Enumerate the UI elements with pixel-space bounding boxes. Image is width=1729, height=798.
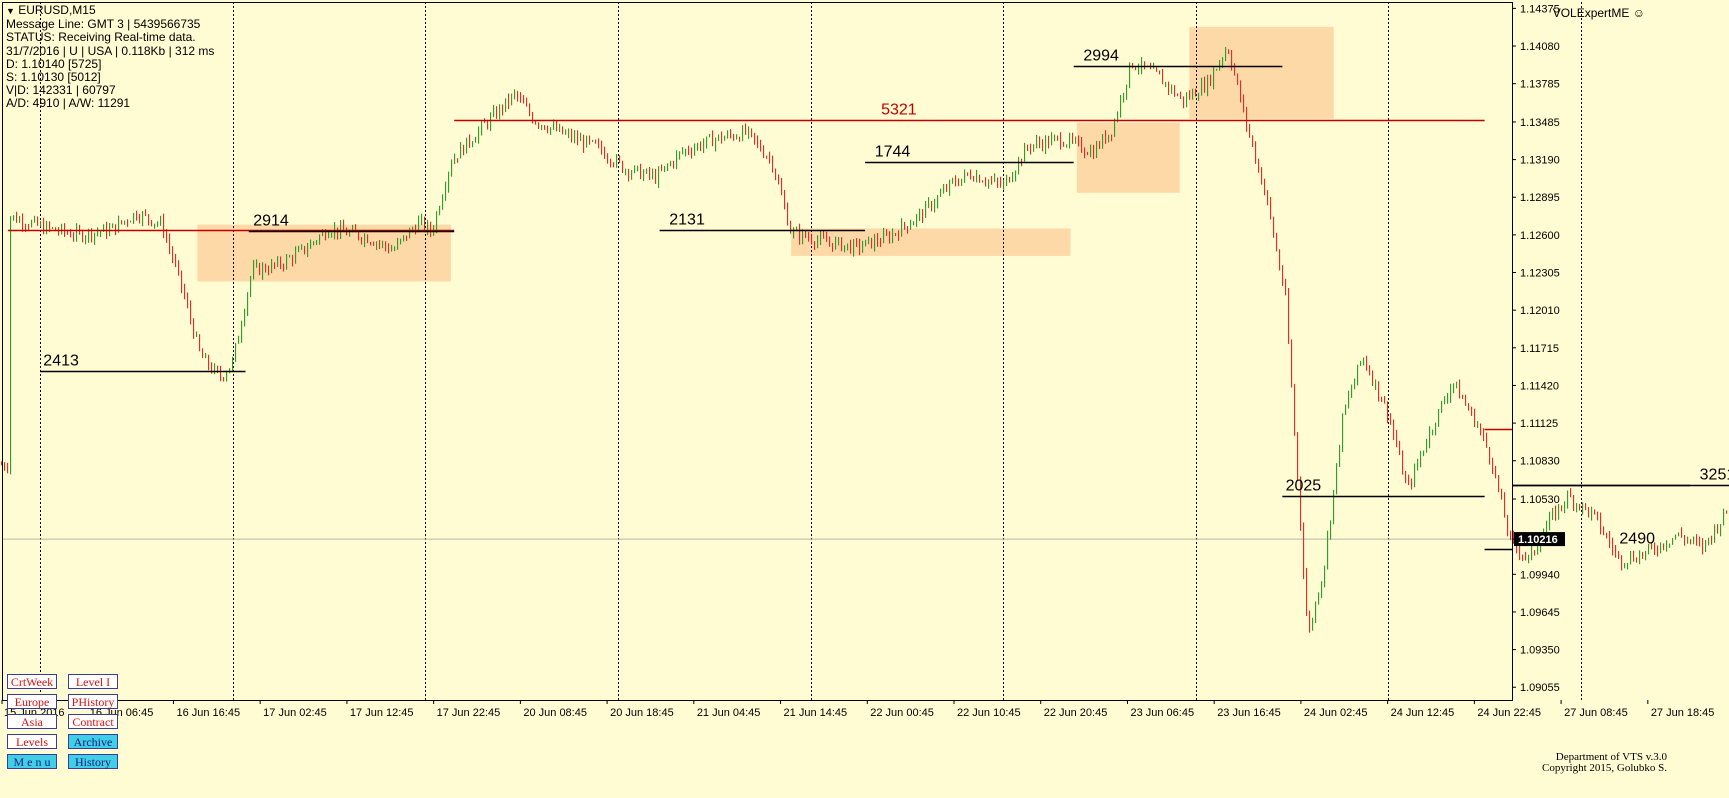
- x-tick-label: 22 Jun 10:45: [957, 707, 1021, 719]
- current-price-label: 1.10216: [1518, 534, 1558, 546]
- y-tick-label: 1.10530: [1520, 494, 1560, 506]
- axes-layer: 1.14375 1.14080 1.13785 1.13485 1.13190 1.128…: [1, 2, 1715, 719]
- connection-line: 31/7/2016 | U | USA | 0.118Kb | 312 ms: [6, 43, 215, 58]
- x-tick-label: 20 Jun 08:45: [523, 707, 587, 719]
- x-tick-label: 17 Jun 02:45: [263, 707, 327, 719]
- x-tick-label: 27 Jun 08:45: [1564, 707, 1628, 719]
- footer-credits: Department of VTS v.3.0 Copyright 2015, …: [1542, 752, 1667, 774]
- level-volume-label: 2131: [669, 212, 705, 229]
- x-tick-label: 27 Jun 18:45: [1651, 707, 1715, 719]
- y-tick-label: 1.12305: [1520, 268, 1560, 280]
- archive-button[interactable]: Archive: [68, 734, 118, 749]
- y-tick-label: 1.12600: [1520, 230, 1560, 242]
- zones-layer: [197, 26, 1334, 282]
- level-volume-label: 2025: [1286, 478, 1322, 495]
- y-tick-label: 1.10830: [1520, 456, 1560, 468]
- x-tick-label: 23 Jun 16:45: [1217, 707, 1281, 719]
- y-tick-label: 1.14375: [1520, 3, 1560, 15]
- level-zone: [197, 224, 451, 282]
- triangle-down-icon[interactable]: ▼: [6, 6, 15, 16]
- level-zone: [791, 228, 1071, 256]
- message-line: Message Line: GMT 3 | 5439566735: [6, 17, 201, 32]
- status-line: STATUS: Receiving Real-time data.: [6, 30, 196, 45]
- x-tick-label: 16 Jun 16:45: [176, 707, 240, 719]
- level-volume-label: 2914: [253, 213, 289, 230]
- x-tick-label: 21 Jun 04:45: [697, 707, 761, 719]
- menu-button[interactable]: M e n u: [7, 754, 57, 769]
- europe-button[interactable]: Europe: [7, 694, 57, 709]
- x-tick-label: 24 Jun 12:45: [1391, 707, 1455, 719]
- history-button[interactable]: History: [68, 754, 118, 769]
- crtweek-button[interactable]: CrtWeek: [7, 674, 57, 689]
- level-volume-label: 1744: [875, 144, 911, 161]
- y-tick-label: 1.13785: [1520, 79, 1560, 91]
- y-tick-label: 1.09055: [1520, 682, 1560, 694]
- current-price-box: [1514, 532, 1565, 547]
- y-tick-label: 1.13485: [1520, 117, 1560, 129]
- y-tick-label: 1.09645: [1520, 607, 1560, 619]
- x-tick-label: 17 Jun 12:45: [350, 707, 414, 719]
- y-tick-label: 1.13190: [1520, 155, 1560, 167]
- asia-button[interactable]: Asia: [7, 714, 57, 729]
- phistory-button[interactable]: PHistory: [68, 694, 118, 709]
- expert-name: VOLExpertME: [1552, 6, 1630, 20]
- contract-button[interactable]: Contract: [68, 714, 118, 729]
- level-volume-label: 2413: [43, 353, 79, 370]
- x-tick-label: 20 Jun 18:45: [610, 707, 674, 719]
- level-zone: [1189, 26, 1334, 119]
- x-tick-label: 21 Jun 14:45: [784, 707, 848, 719]
- y-tick-label: 1.09350: [1520, 645, 1560, 657]
- y-tick-label: 1.14080: [1520, 41, 1560, 53]
- plot-border: [2, 2, 1513, 701]
- expert-advisor-label[interactable]: VOLExpertME ☺: [1553, 6, 1645, 20]
- level-volume-label: 2994: [1083, 48, 1119, 65]
- levels-button[interactable]: Levels: [7, 734, 57, 749]
- info-panel: ▼ EURUSD,M15 Message Line: GMT 3 | 54395…: [6, 3, 215, 111]
- y-tick-label: 1.11420: [1520, 380, 1559, 392]
- smiley-icon: ☺: [1632, 6, 1645, 20]
- y-tick-label: 1.11125: [1520, 418, 1558, 430]
- y-tick-label: 1.11715: [1520, 343, 1559, 355]
- session-separators: [2, 2, 1582, 700]
- x-tick-label: 24 Jun 02:45: [1304, 707, 1368, 719]
- s-line: S: 1.10130 [5012]: [6, 70, 101, 85]
- symbol-label: ▼ EURUSD,M15: [6, 3, 96, 17]
- x-tick-label: 23 Jun 06:45: [1130, 707, 1194, 719]
- level-volume-label: 2490: [1619, 531, 1655, 548]
- footer-department: Department of VTS v.3.0: [1555, 751, 1667, 763]
- x-tick-label: 17 Jun 22:45: [437, 707, 501, 719]
- ad-line: A/D: 4910 | A/W: 11291: [6, 96, 131, 111]
- level-i-button[interactable]: Level I: [68, 674, 118, 689]
- candles-layer: [1, 47, 1728, 633]
- footer-copyright: Copyright 2015, Golubko S.: [1542, 762, 1667, 774]
- y-tick-label: 1.09940: [1520, 569, 1560, 581]
- levels-layer: 5321584241329142131174429942025249032515…: [8, 48, 1729, 551]
- level-zone: [1076, 122, 1180, 193]
- level-volume-label: 5321: [881, 102, 917, 119]
- vd-line: V|D: 142331 | 60797: [6, 83, 116, 98]
- y-tick-label: 1.12895: [1520, 192, 1560, 204]
- x-tick-label: 24 Jun 22:45: [1477, 707, 1541, 719]
- d-line: D: 1.10140 [5725]: [6, 56, 102, 71]
- x-tick-label: 22 Jun 20:45: [1044, 707, 1108, 719]
- x-tick-label: 22 Jun 00:45: [870, 707, 934, 719]
- y-tick-label: 1.12010: [1520, 305, 1560, 317]
